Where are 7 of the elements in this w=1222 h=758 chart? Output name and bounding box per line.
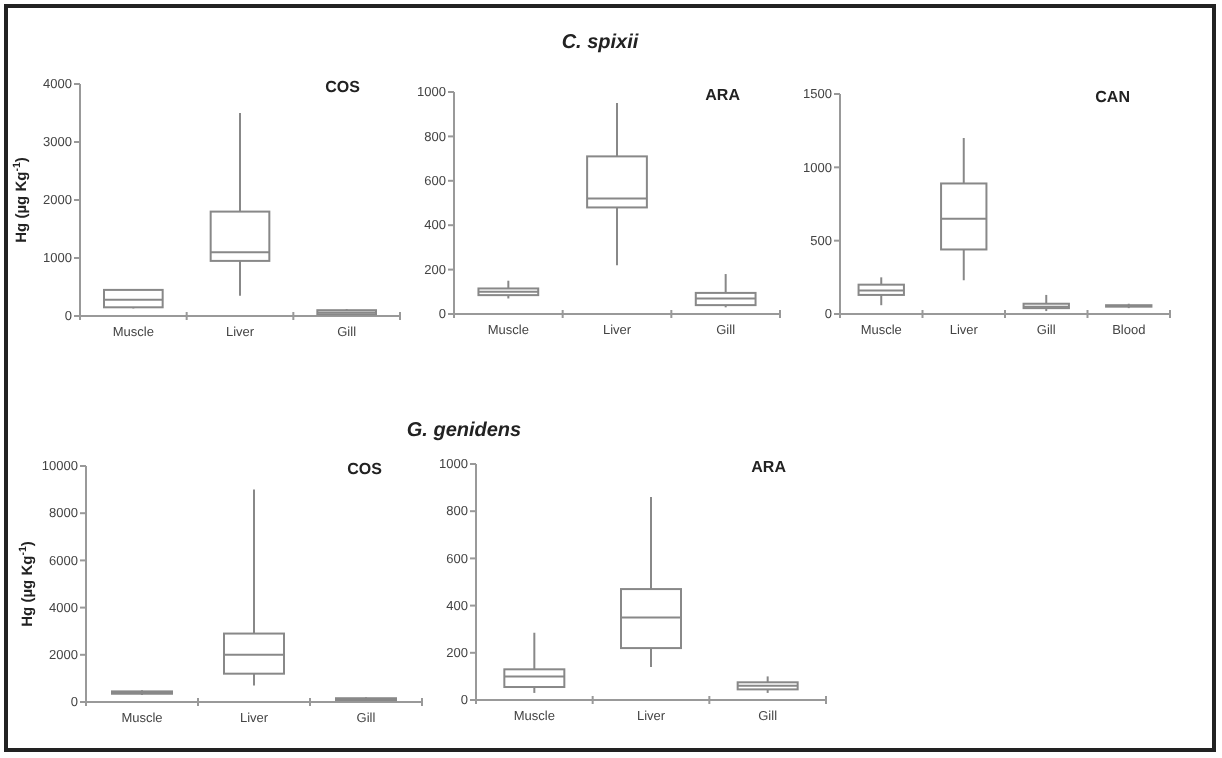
chart-subtitle: ARA (751, 458, 787, 476)
chart-title: C. spixii (561, 32, 639, 54)
chart-subtitle: COS (325, 78, 362, 96)
chart-subtitle: CAN (1095, 88, 1131, 106)
chart-subtitle: COS (347, 460, 384, 478)
chart-title: G. genidens (406, 420, 523, 442)
chart-subtitle: ARA (705, 86, 741, 104)
